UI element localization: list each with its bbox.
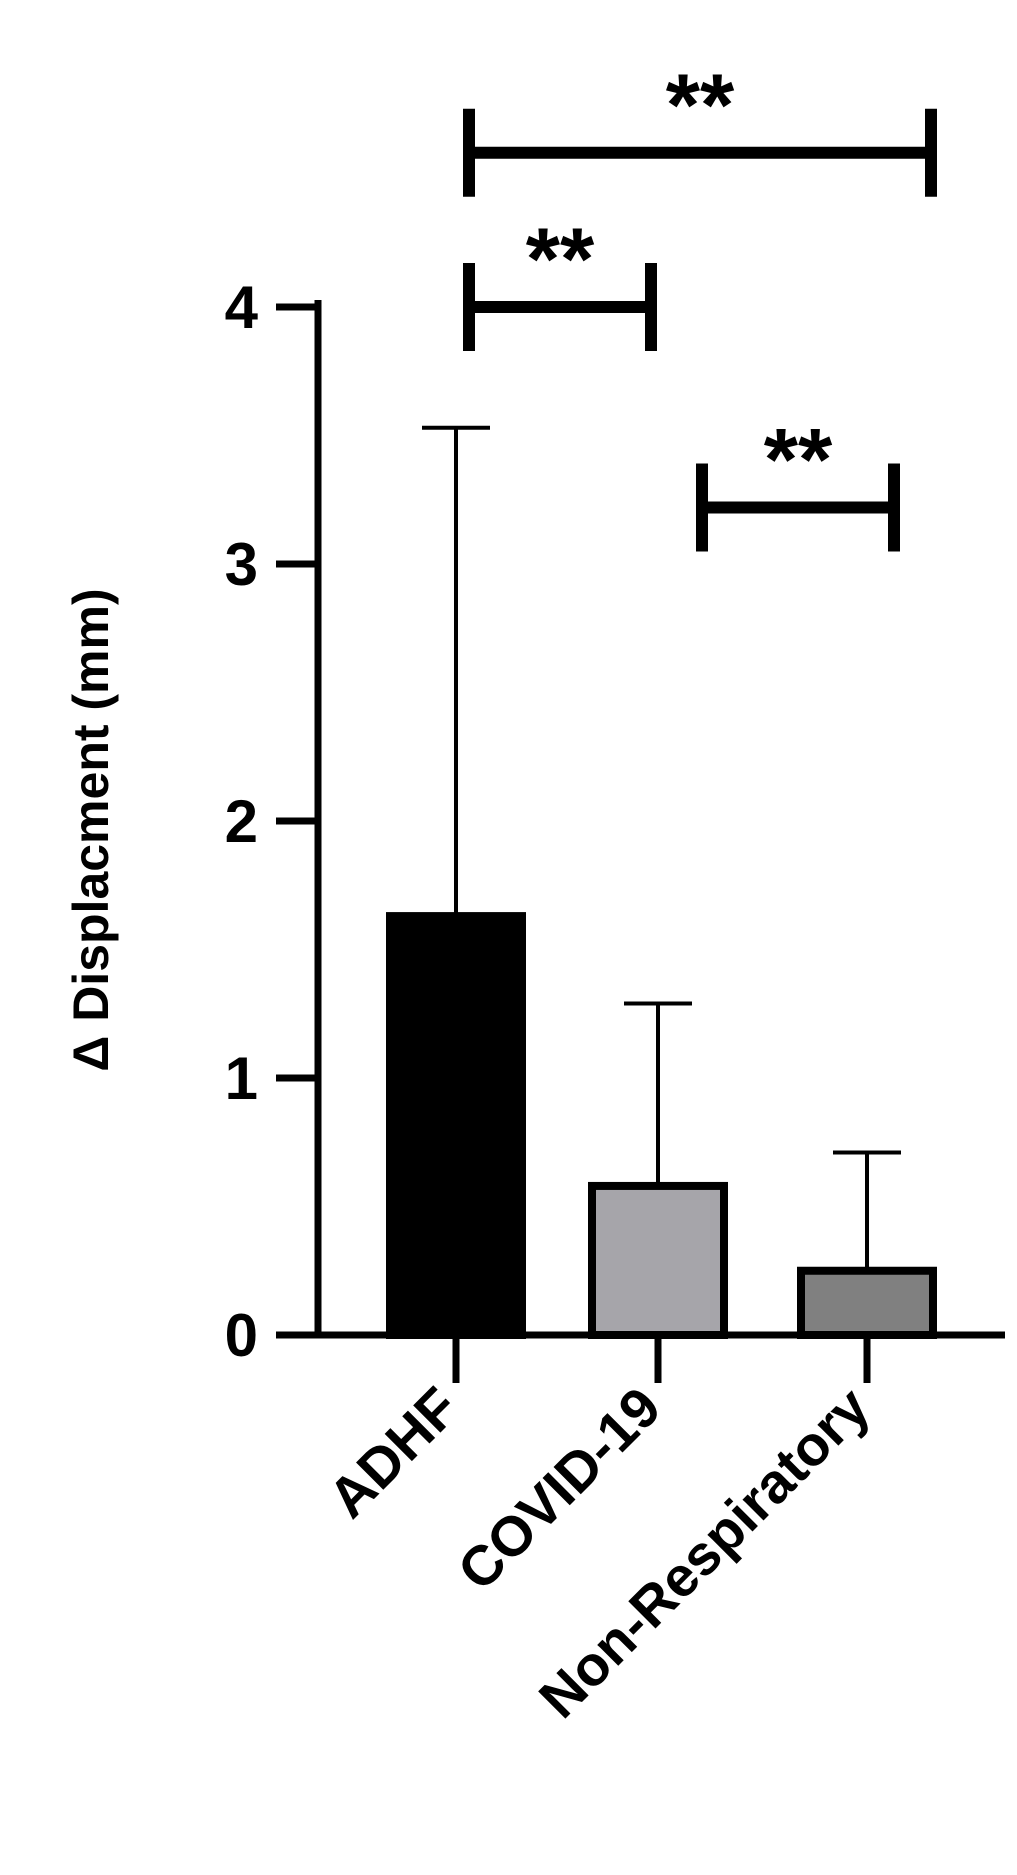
significance-bracket: ** [463,55,937,197]
y-tick-label: 0 [225,1302,258,1369]
y-tick-label: 2 [225,788,258,855]
significance-brackets: ** ** ** [463,55,937,552]
bar-group-covid-19 [588,1001,728,1339]
y-axis-title: Δ Displacment (mm) [63,588,119,1071]
significance-label: ** [666,55,735,154]
bar [386,912,526,1340]
significance-bracket: ** [463,209,657,351]
y-ticks: 0 1 2 3 4 [225,274,318,1369]
y-tick-label: 1 [225,1045,258,1112]
significance-label: ** [764,409,833,508]
y-tick-label: 3 [225,531,258,598]
significance-bracket: ** [696,409,900,552]
bars [386,425,937,1340]
bar-group-adhf [386,425,526,1340]
bar-group-non-respiratory [797,1150,937,1339]
bar [588,1181,728,1339]
y-tick-label: 4 [225,274,259,341]
bar [797,1266,937,1339]
significance-label: ** [526,209,595,308]
x-category-label: ADHF [316,1375,471,1530]
x-category-label: COVID-19 [445,1375,672,1602]
